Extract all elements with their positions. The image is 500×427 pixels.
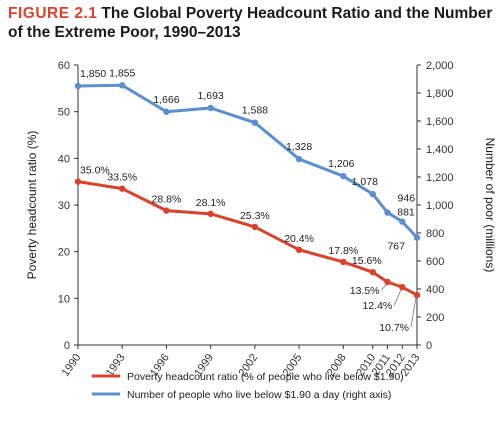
number-of-poor-data-label: 1,078 bbox=[352, 176, 378, 188]
left-tick-label: 60 bbox=[58, 60, 70, 72]
right-tick-label: 1,000 bbox=[426, 200, 454, 212]
headcount-ratio-point bbox=[251, 223, 259, 231]
left-axis-title: Poverty headcount ratio (%) bbox=[25, 131, 39, 280]
legend-entry-label: Poverty headcount ratio (% of people who… bbox=[127, 371, 404, 383]
left-tick-label: 30 bbox=[58, 200, 70, 212]
right-tick-label: 200 bbox=[426, 312, 444, 324]
number-of-poor-point bbox=[251, 119, 259, 126]
headcount-ratio-data-label: 10.7% bbox=[379, 322, 409, 334]
number-of-poor-point bbox=[413, 234, 421, 241]
number-of-poor-data-label: 946 bbox=[398, 193, 416, 205]
left-tick-label: 0 bbox=[64, 340, 70, 352]
headcount-ratio-point bbox=[413, 291, 421, 299]
headcount-ratio-data-label: 35.0% bbox=[80, 165, 110, 177]
headcount-ratio-data-label: 25.3% bbox=[240, 210, 270, 222]
number-of-poor-data-label: 1,588 bbox=[242, 105, 268, 117]
right-tick-label: 1,400 bbox=[426, 144, 454, 156]
number-of-poor-data-label: 881 bbox=[397, 207, 415, 219]
number-of-poor-data-label: 1,206 bbox=[328, 158, 354, 170]
headcount-ratio-leader-line bbox=[381, 283, 387, 291]
number-of-poor-data-label: 1,328 bbox=[286, 141, 312, 153]
right-tick-label: 1,600 bbox=[426, 116, 454, 128]
right-tick-label: 600 bbox=[426, 256, 444, 268]
number-of-poor-point bbox=[295, 155, 303, 163]
headcount-ratio-data-label: 33.5% bbox=[107, 172, 137, 184]
number-of-poor-point bbox=[340, 172, 347, 180]
right-tick-label: 800 bbox=[426, 228, 444, 240]
right-tick-label: 1,200 bbox=[426, 172, 454, 184]
chart-legend: Poverty headcount ratio (% of people who… bbox=[92, 371, 404, 401]
headcount-ratio-leader-line bbox=[410, 297, 417, 328]
left-tick-label: 10 bbox=[58, 293, 70, 305]
chart-series bbox=[74, 82, 421, 299]
left-tick-label: 20 bbox=[58, 247, 70, 259]
headcount-ratio-point bbox=[119, 185, 126, 192]
figure-label: FIGURE 2.1 bbox=[8, 5, 98, 22]
headcount-ratio-point bbox=[74, 178, 82, 185]
headcount-ratio-leader-line bbox=[393, 288, 402, 306]
headcount-ratio-point bbox=[340, 258, 347, 266]
headcount-ratio-point bbox=[384, 278, 391, 286]
headcount-ratio-point bbox=[163, 207, 170, 214]
number-of-poor-data-label: 1,693 bbox=[198, 90, 224, 102]
label-leader-lines bbox=[381, 283, 417, 328]
headcount-ratio-data-label: 15.6% bbox=[352, 255, 382, 267]
figure-title: FIGURE 2.1 The Global Poverty Headcount R… bbox=[8, 4, 496, 42]
number-of-poor-point bbox=[207, 104, 214, 112]
number-of-poor-point bbox=[399, 218, 406, 225]
headcount-ratio-data-label: 28.1% bbox=[196, 197, 226, 209]
right-tick-label: 2,000 bbox=[426, 60, 454, 72]
right-axis-title: Number of poor (millions) bbox=[483, 138, 497, 273]
legend-entry-label: Number of people who live below $1.90 a … bbox=[127, 389, 391, 401]
left-tick-label: 50 bbox=[58, 107, 70, 119]
right-tick-label: 1,800 bbox=[426, 88, 454, 100]
number-of-poor-data-label: 1,855 bbox=[109, 67, 135, 79]
headcount-ratio-line bbox=[77, 180, 418, 297]
headcount-ratio-data-label: 13.5% bbox=[350, 285, 380, 297]
number-of-poor-data-label: 1,666 bbox=[153, 94, 179, 106]
number-of-poor-point bbox=[163, 108, 170, 115]
headcount-ratio-point bbox=[369, 269, 376, 276]
left-tick-label: 40 bbox=[58, 153, 70, 165]
number-of-poor-point bbox=[119, 82, 126, 89]
headcount-ratio-data-label: 12.4% bbox=[362, 300, 392, 312]
headcount-ratio-data-label: 17.8% bbox=[328, 245, 358, 257]
number-of-poor-data-label: 1,850 bbox=[80, 68, 106, 80]
headcount-ratio-point bbox=[295, 246, 303, 253]
headcount-ratio-point bbox=[399, 283, 406, 291]
number-of-poor-point bbox=[384, 209, 391, 216]
headcount-ratio-data-label: 28.8% bbox=[152, 194, 182, 206]
number-of-poor-point bbox=[74, 82, 82, 90]
figure-title-text: The Global Poverty Headcount Ratio and t… bbox=[8, 5, 493, 41]
x-tick-label: 1990 bbox=[60, 352, 84, 379]
right-tick-label: 0 bbox=[426, 340, 432, 352]
headcount-ratio-data-label: 20.4% bbox=[284, 233, 314, 245]
number-of-poor-point bbox=[369, 190, 376, 198]
number-of-poor-data-label: 767 bbox=[387, 241, 405, 253]
right-tick-label: 400 bbox=[426, 284, 444, 296]
chart-data-labels: 1,850 1,855 1,666 1,693 1,588 1,328 1,206 1,078… bbox=[80, 67, 415, 334]
headcount-ratio-point bbox=[207, 210, 214, 218]
